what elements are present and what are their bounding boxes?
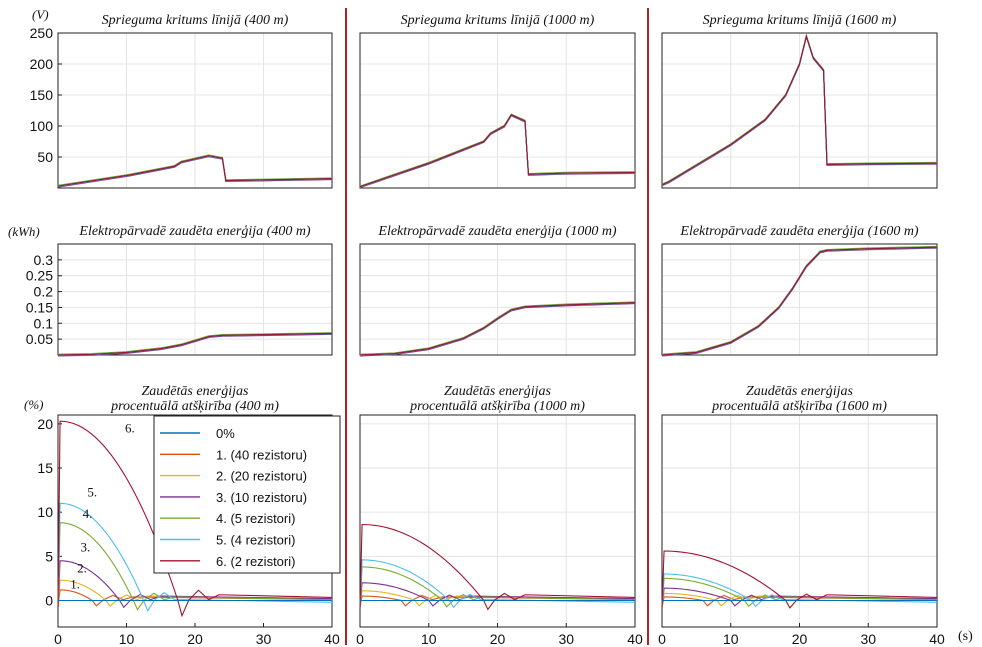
tick-label-y: 15 <box>37 460 53 476</box>
chart-title: Zaudētās enerģijas <box>746 383 853 399</box>
tick-label-y: 0.05 <box>26 331 53 347</box>
legend-box <box>153 415 341 574</box>
tick-label-x: 10 <box>723 631 739 647</box>
tick-label-x: 30 <box>860 631 876 647</box>
chart-title: Zaudētās enerģijas <box>142 383 249 399</box>
tick-label-y: 10 <box>37 504 53 520</box>
curve-label: 6. <box>125 420 135 435</box>
series-line <box>57 522 333 611</box>
chart-title: Elektropārvadē zaudēta enerģija (1600 m) <box>679 223 919 239</box>
tick-label-x: 40 <box>627 631 643 647</box>
chart-title: procentuālā atšķirība (400 m) <box>110 399 279 414</box>
tick-label-y: 5 <box>45 548 53 564</box>
tick-label-x: 40 <box>929 631 945 647</box>
chart-panel: Elektropārvadē zaudēta enerģija (400 m) 0… <box>26 223 333 357</box>
legend-label: 0% <box>216 426 235 441</box>
legend-label: 2. (20 rezistoru) <box>216 469 307 484</box>
series-line <box>359 301 636 355</box>
plot-frame <box>57 32 333 189</box>
curve-label: 4. <box>83 506 93 521</box>
legend-label: 5. (4 rezistori) <box>216 533 295 548</box>
legend-label: 4. (5 rezistori) <box>216 511 295 526</box>
chart-title: Sprieguma kritums līnijā (400 m) <box>102 13 289 28</box>
tick-label-y: 0.2 <box>34 284 54 300</box>
chart-title: procentuālā atšķirība (1600 m) <box>711 399 887 414</box>
chart-title: Zaudētās enerģijas <box>444 383 551 399</box>
tick-label-y: 200 <box>30 56 54 72</box>
series-line <box>57 332 333 355</box>
tick-label-x: 20 <box>187 631 203 647</box>
legend-label: 3. (10 rezistoru) <box>216 490 307 505</box>
series-line <box>661 34 938 186</box>
chart-title: procentuālā atšķirība (1000 m) <box>409 399 585 414</box>
tick-label-y: 150 <box>30 87 54 103</box>
series-line <box>57 333 333 357</box>
tick-label-x: 30 <box>256 631 272 647</box>
chart-title: Elektropārvadē zaudēta enerģija (1000 m) <box>377 223 617 239</box>
tick-label-y: 0.1 <box>34 315 54 331</box>
curve-label: 1. <box>70 577 80 592</box>
chart-panel: Sprieguma kritums līnijā (1000 m) <box>359 13 636 189</box>
tick-label-x: 0 <box>54 631 62 647</box>
tick-label-y: 0.3 <box>34 252 54 268</box>
curve-label: 5. <box>87 485 97 500</box>
unit-percent: (%) <box>24 397 44 412</box>
tick-label-y: 20 <box>37 416 53 432</box>
tick-label-y: 0.25 <box>26 268 53 284</box>
series-line <box>661 246 938 356</box>
tick-label-x: 10 <box>119 631 135 647</box>
plot-frame <box>359 32 636 189</box>
chart-panel: Elektropārvadē zaudēta enerģija (1000 m) <box>359 223 636 357</box>
series-line <box>57 156 333 188</box>
plot-frame <box>57 243 333 356</box>
chart-title: Sprieguma kritums līnijā (1000 m) <box>401 13 595 28</box>
chart-panel: Sprieguma kritums līnijā (400 m) 50 100 150… <box>30 13 333 189</box>
series-line <box>359 302 636 356</box>
curve-label: 2. <box>77 561 87 576</box>
tick-label-x: 10 <box>421 631 437 647</box>
series-line <box>57 420 333 618</box>
unit-voltage: (V) <box>32 7 49 22</box>
unit-time: (s) <box>958 629 973 644</box>
chart-panel: Elektropārvadē zaudēta enerģija (1600 m) <box>661 223 938 357</box>
series-line <box>57 332 333 356</box>
tick-label-x: 0 <box>356 631 364 647</box>
tick-label-y: 0.15 <box>26 299 53 315</box>
tick-label-y: 250 <box>30 25 54 41</box>
chart-panel: Sprieguma kritums līnijā (1600 m) <box>661 13 938 189</box>
chart-title: Sprieguma kritums līnijā (1600 m) <box>703 13 897 28</box>
legend-label: 1. (40 rezistoru) <box>216 447 307 462</box>
legend-label: 6. (2 rezistori) <box>216 554 295 569</box>
series-line <box>359 114 636 188</box>
tick-label-y: 100 <box>30 118 54 134</box>
chart-title: Elektropārvadē zaudēta enerģija (400 m) <box>78 223 311 239</box>
plot-frame <box>359 243 636 356</box>
tick-label-x: 20 <box>490 631 506 647</box>
tick-label-x: 20 <box>792 631 808 647</box>
tick-label-x: 0 <box>658 631 666 647</box>
series-line <box>57 154 333 186</box>
tick-label-y: 0 <box>45 593 53 609</box>
unit-energy: (kWh) <box>8 224 40 239</box>
series-line <box>57 155 333 187</box>
legend: 0% 1. (40 rezistoru) 2. (20 rezistoru) 3. (… <box>153 415 341 574</box>
tick-label-y: 50 <box>37 149 53 165</box>
plot-frame <box>661 243 938 356</box>
plot-frame <box>661 32 938 189</box>
tick-label-x: 40 <box>324 631 340 647</box>
tick-label-x: 30 <box>558 631 574 647</box>
series-line <box>57 502 333 612</box>
series-line <box>359 523 636 611</box>
curve-label: 3. <box>81 540 91 555</box>
